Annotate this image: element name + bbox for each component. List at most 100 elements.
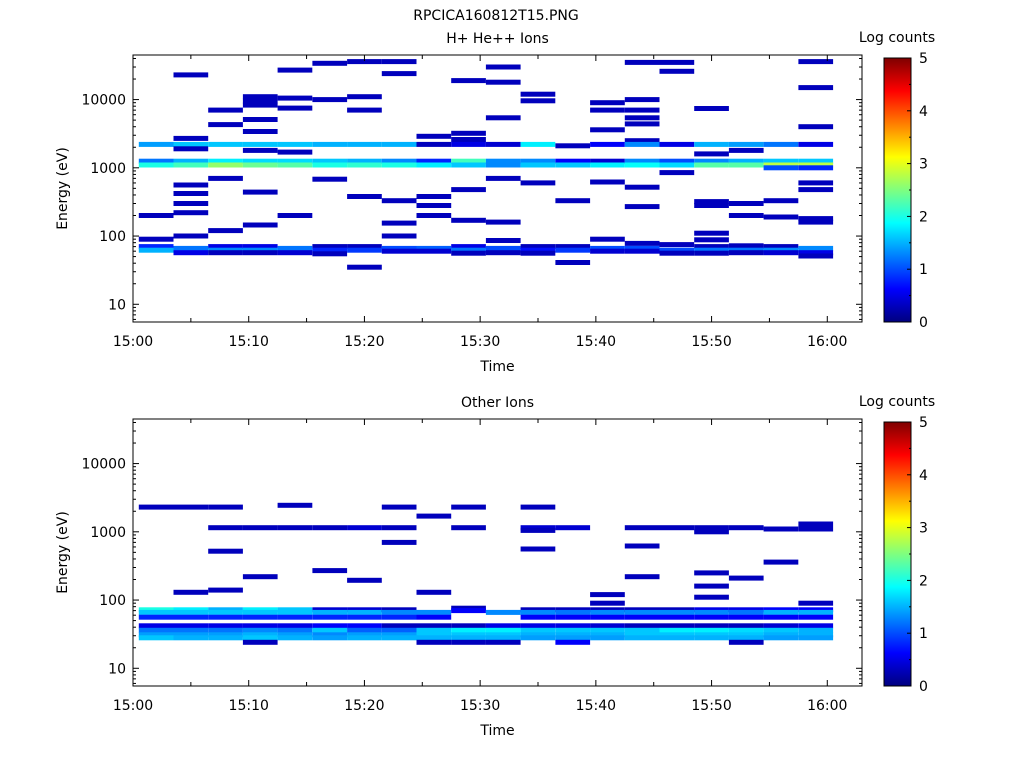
heatmap-cell — [451, 244, 486, 250]
heatmap-cell — [347, 607, 382, 613]
heatmap-cell — [277, 245, 313, 251]
heatmap-cell — [624, 184, 660, 190]
heatmap-cell — [694, 525, 729, 531]
heatmap-cell — [381, 623, 417, 629]
heatmap-cell — [659, 59, 695, 65]
heatmap-cell — [555, 635, 591, 641]
heatmap-cell — [624, 614, 660, 620]
x-tick-label: 15:40 — [576, 334, 616, 350]
heatmap-cell — [173, 609, 209, 615]
heatmap-cell — [798, 614, 834, 620]
heatmap-cell — [138, 623, 174, 629]
heatmap-cell — [555, 609, 591, 615]
heatmap-cell — [416, 513, 452, 519]
heatmap-cell — [347, 632, 382, 638]
heatmap-cell — [555, 162, 591, 168]
heatmap-cell — [416, 203, 452, 208]
heatmap-cell — [798, 627, 834, 633]
heatmap-cell — [728, 635, 764, 641]
panel-other-ions: Other Ions 15:00 15:10 15:20 15:30 15:40 15:50… — [55, 394, 935, 739]
heatmap-cell — [694, 237, 729, 243]
heatmap-cell — [451, 623, 486, 629]
heatmap-cell — [798, 180, 834, 186]
heatmap-cell — [659, 609, 695, 615]
heatmap-cell — [416, 632, 452, 638]
heatmap-cell — [416, 623, 452, 629]
heatmap-cell — [242, 129, 278, 134]
heatmap-cell — [763, 635, 799, 641]
heatmap-cell — [728, 614, 764, 620]
heatmap-cell — [590, 107, 625, 113]
heatmap-cell — [277, 525, 313, 531]
heatmap-cell — [485, 238, 521, 243]
heatmap-cell — [798, 632, 834, 638]
heatmap-cell — [416, 133, 452, 139]
heatmap-cell — [173, 201, 209, 206]
heatmap-cell — [624, 623, 660, 629]
heatmap-cell — [798, 609, 834, 615]
heatmap-cell — [208, 250, 243, 256]
heatmap-cell — [694, 623, 729, 629]
heatmap-cell — [208, 244, 243, 250]
heatmap-cell — [242, 627, 278, 633]
colorbar-tick-label: 3 — [919, 521, 928, 537]
heatmap-cell — [277, 105, 313, 111]
heatmap-cell — [694, 529, 729, 535]
heatmap-cell — [485, 79, 521, 85]
heatmap-cell — [242, 162, 278, 168]
heatmap-cell — [728, 162, 764, 168]
heatmap-cell — [451, 247, 486, 253]
figure-title: RPCICA160812T15.PNG — [413, 8, 578, 24]
heatmap-cell — [277, 502, 313, 508]
heatmap-cell — [173, 72, 209, 78]
heatmap-cell — [277, 162, 313, 168]
heatmap-cell — [381, 233, 417, 239]
heatmap-cell — [590, 245, 625, 251]
heatmap-cell — [728, 609, 764, 615]
heatmap-cell — [728, 158, 764, 164]
x-tick-label: 15:00 — [113, 698, 153, 714]
heatmap-cell — [520, 180, 556, 186]
heatmap-cell — [485, 635, 521, 641]
heatmap-cell — [242, 632, 278, 638]
heatmap-cell — [381, 539, 417, 545]
heatmap-cell — [138, 627, 174, 633]
heatmap-cell — [347, 525, 382, 531]
heatmap-cell — [798, 219, 834, 225]
heatmap-cell — [242, 635, 278, 641]
heatmap-cell — [624, 245, 660, 251]
heatmap-cell — [416, 245, 452, 251]
colorbar-tick-label: 2 — [919, 573, 928, 589]
heatmap-cell — [624, 59, 660, 65]
heatmap-cell — [138, 236, 174, 242]
heatmap-cell — [242, 102, 278, 108]
heatmap-cell — [208, 587, 243, 593]
heatmap-cell — [694, 247, 729, 253]
y-axis-label: Energy (eV) — [55, 147, 71, 230]
heatmap-cell — [659, 627, 695, 633]
heatmap-cell — [763, 214, 799, 220]
heatmap-cell — [485, 627, 521, 633]
heatmap-cell — [798, 162, 834, 168]
y-tick-label: 100 — [99, 229, 126, 245]
heatmap-cell — [520, 614, 556, 620]
heatmap-cell — [485, 639, 521, 645]
heatmap-cell — [520, 627, 556, 633]
heatmap-cell — [451, 162, 486, 168]
heatmap-cell — [138, 213, 174, 218]
heatmap-cell — [347, 264, 382, 270]
heatmap-cell — [242, 250, 278, 256]
heatmap-cell — [694, 244, 729, 250]
y-tick-label: 1000 — [90, 525, 126, 541]
heatmap-cell — [312, 568, 348, 574]
heatmap-cell — [694, 627, 729, 633]
heatmap-cell — [485, 64, 521, 70]
heatmap-cell — [208, 632, 243, 638]
heatmap-cell — [451, 504, 486, 510]
heatmap-cell — [798, 521, 834, 527]
heatmap-cell — [659, 158, 695, 164]
heatmap-cell — [624, 204, 660, 210]
heatmap-cell — [555, 260, 591, 265]
x-tick-label: 15:20 — [344, 334, 384, 350]
